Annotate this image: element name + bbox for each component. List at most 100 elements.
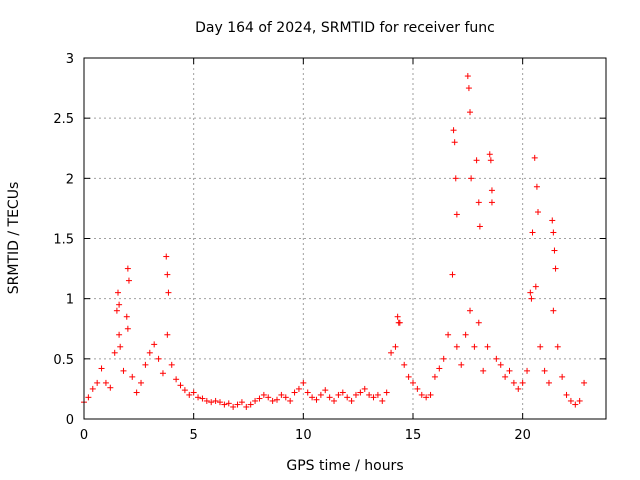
data-point [243,403,250,410]
data-point [519,379,526,386]
data-point [195,394,202,401]
x-tick-label: 10 [295,428,312,443]
x-tick-label: 0 [80,428,88,443]
data-point [124,325,131,332]
data-point [164,331,171,338]
data-point [475,319,482,326]
data-point [177,382,184,389]
data-point [313,396,320,403]
data-point [265,394,272,401]
data-point [552,265,559,272]
data-point [450,127,457,134]
data-point [554,343,561,350]
data-point [468,175,475,182]
data-point [524,367,531,374]
data-point [123,313,130,320]
data-point [572,401,579,408]
data-point [309,394,316,401]
data-point [348,397,355,404]
data-point [116,331,123,338]
data-point [287,397,294,404]
data-point [567,397,574,404]
y-tick-label: 2.5 [53,112,74,127]
y-tick-label: 3 [66,52,74,67]
data-point [484,343,491,350]
x-axis-label: GPS time / hours [286,458,403,474]
data-point [401,361,408,368]
data-point [102,379,109,386]
data-point [168,361,175,368]
data-point [116,301,123,308]
x-tick-label: 5 [190,428,198,443]
data-point [138,379,145,386]
data-point [451,139,458,146]
data-point [357,389,364,396]
data-point [449,271,456,278]
data-point [486,151,493,158]
data-point [300,379,307,386]
data-point [480,367,487,374]
data-point [256,395,263,402]
data-point [190,389,197,396]
data-point [559,373,566,380]
data-point [142,361,149,368]
data-point [551,247,558,254]
data-point [114,289,121,296]
data-point [274,396,281,403]
data-point [431,373,438,380]
data-point [374,391,381,398]
data-point [537,343,544,350]
data-point [163,253,170,260]
y-axis-label: SRMTID / TECUs [6,182,22,295]
data-point [528,295,535,302]
data-point [563,391,570,398]
data-point [576,397,583,404]
data-point [488,187,495,194]
data-point [352,391,359,398]
data-point [529,229,536,236]
data-point [335,391,342,398]
data-point [394,313,401,320]
data-point [124,265,131,272]
data-point [260,391,267,398]
data-point [129,373,136,380]
data-point [199,395,206,402]
data-point [395,319,402,326]
data-point [317,391,324,398]
data-point [527,289,534,296]
data-point [545,379,552,386]
data-point [212,397,219,404]
data-point [370,394,377,401]
x-tick-label: 20 [514,428,531,443]
data-point [452,175,459,182]
data-point [515,385,522,392]
data-point [291,389,298,396]
data-point [247,401,254,408]
data-point [111,349,118,356]
data-point [133,389,140,396]
data-point [475,199,482,206]
data-point [216,399,223,406]
y-tick-label: 1.5 [53,233,74,248]
x-axis-ticks: 0 5 10 15 20 [80,58,531,443]
data-point [98,365,105,372]
data-point [445,331,452,338]
data-point [252,397,259,404]
data-point [94,379,101,386]
data-point [326,394,333,401]
data-point [440,355,447,362]
data-point [532,283,539,290]
y-tick-label: 0 [66,413,74,428]
data-point [117,343,124,350]
data-point [473,157,480,164]
y-tick-label: 2 [66,172,74,187]
data-point [453,343,460,350]
data-point [164,271,171,278]
data-point [497,361,504,368]
data-point [409,379,416,386]
data-point [331,397,338,404]
data-point [462,331,469,338]
data-point [488,199,495,206]
data-point [295,385,302,392]
